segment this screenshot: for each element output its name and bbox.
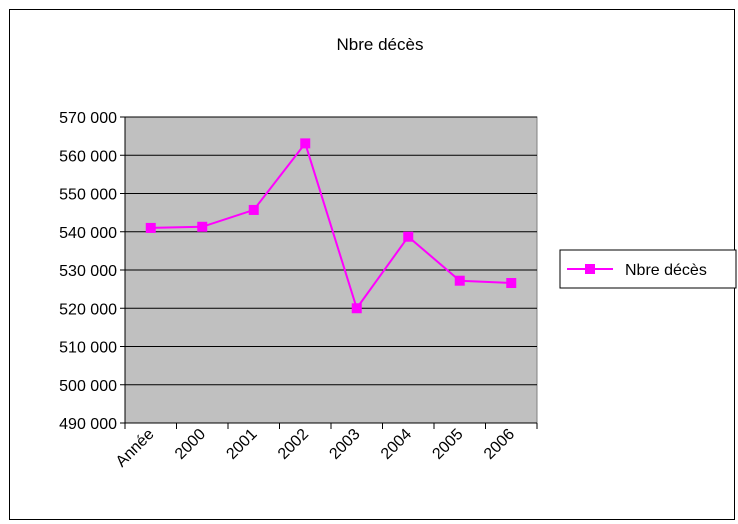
chart-title: Nbre décès xyxy=(337,35,424,54)
data-point xyxy=(300,138,311,149)
data-point xyxy=(197,221,208,232)
x-tick-label: 2002 xyxy=(275,426,312,463)
data-point xyxy=(454,275,465,286)
y-tick-label: 500 000 xyxy=(59,378,117,395)
x-tick-label: 2001 xyxy=(223,426,260,463)
y-axis: 570 000 560 000 550 000 540 000 530 000 520 0… xyxy=(59,110,126,433)
series-group xyxy=(145,138,517,314)
data-point xyxy=(248,204,259,215)
x-tick-label: 2005 xyxy=(429,426,466,463)
x-tick-label: 2000 xyxy=(172,426,209,463)
legend-marker xyxy=(585,264,595,274)
data-point xyxy=(145,222,156,233)
x-tick-label: 2003 xyxy=(326,426,363,463)
y-tick-label: 550 000 xyxy=(59,187,117,204)
data-point xyxy=(506,278,517,289)
y-tick-label: 490 000 xyxy=(59,416,117,433)
y-tick-label: 560 000 xyxy=(59,148,117,165)
y-tick-label: 540 000 xyxy=(59,225,117,242)
x-axis: Année 2000 2001 2002 2003 2004 2005 2006 xyxy=(113,422,538,471)
data-point xyxy=(403,231,414,242)
legend-label: Nbre décès xyxy=(625,262,707,279)
data-point xyxy=(351,303,362,314)
x-tick-label: Année xyxy=(113,426,158,471)
series-line xyxy=(150,141,512,311)
y-tick-label: 570 000 xyxy=(59,110,117,127)
y-tick-label: 530 000 xyxy=(59,263,117,280)
y-tick-label: 520 000 xyxy=(59,301,117,318)
y-tick-label: 510 000 xyxy=(59,340,117,357)
x-tick-label: 2006 xyxy=(481,426,518,463)
x-tick-label: 2004 xyxy=(378,426,415,463)
legend: Nbre décès xyxy=(559,249,737,289)
